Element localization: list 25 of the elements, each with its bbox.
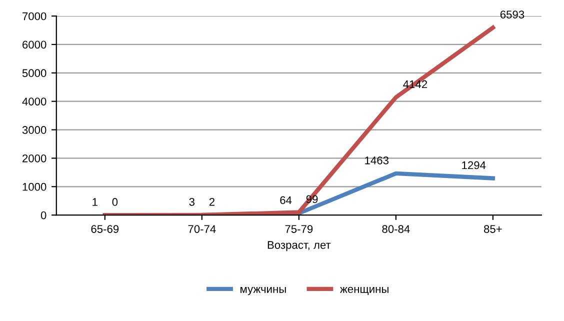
data-label: 0 <box>112 198 118 206</box>
y-tick-label: 0 <box>40 211 46 220</box>
x-axis-title: Возраст, лет <box>268 241 331 252</box>
x-tick-label: 80-84 <box>382 225 410 233</box>
data-label: 3 <box>189 198 194 206</box>
x-tick-label: 70-74 <box>188 225 216 233</box>
data-label: 64 <box>280 196 292 204</box>
x-tick-label: 75-79 <box>285 225 313 233</box>
data-label: 1 <box>92 198 98 206</box>
data-label: 6593 <box>500 10 524 18</box>
data-label: 1463 <box>365 156 388 164</box>
y-tick-label: 5000 <box>22 69 46 78</box>
legend-label: мужчины <box>240 286 286 296</box>
legend-label: женщины <box>340 286 388 296</box>
data-label: 2 <box>209 198 214 206</box>
x-tick-label: 65-69 <box>91 225 119 233</box>
y-tick-label: 3000 <box>22 126 46 134</box>
y-tick-label: 7000 <box>22 12 46 20</box>
y-tick-label: 1000 <box>22 182 46 191</box>
y-tick-label: 4000 <box>22 98 46 106</box>
data-label: 1294 <box>462 161 486 170</box>
y-tick-label: 2000 <box>22 154 46 162</box>
x-tick-label: 85+ <box>484 225 502 233</box>
y-tick-label: 6000 <box>22 40 46 49</box>
line-series <box>102 26 496 216</box>
